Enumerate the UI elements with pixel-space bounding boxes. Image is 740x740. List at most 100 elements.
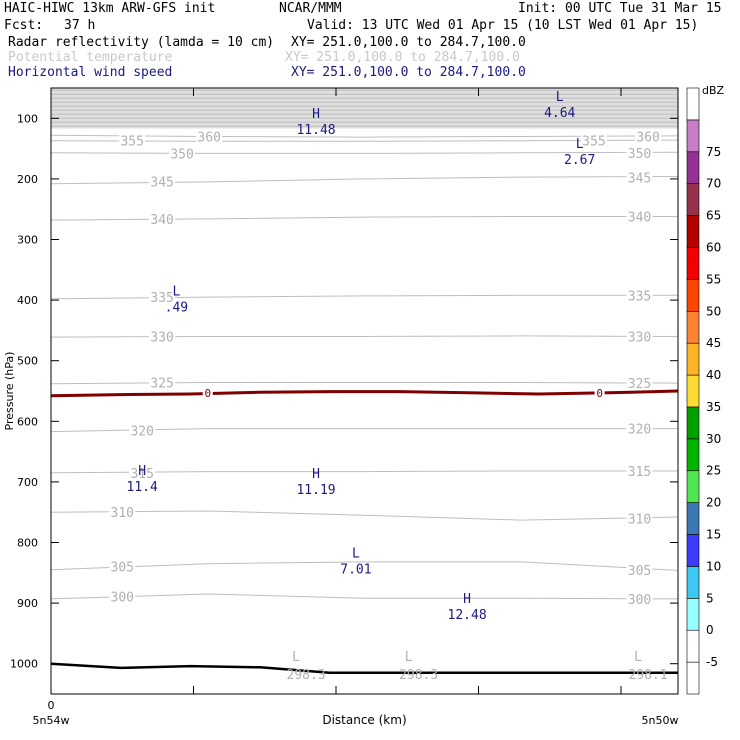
surface-theta-value: 298.1 (629, 668, 668, 683)
surface-theta-letter: L (405, 650, 413, 665)
field-3-xy: XY= 251.0,100.0 to 284.7,100.0 (291, 65, 526, 80)
colorbar-swatch (686, 566, 700, 599)
colorbar-label: 75 (706, 145, 721, 159)
wind-extremum-letter: L (576, 137, 584, 152)
x-axis-title: Distance (km) (322, 713, 406, 727)
valid-time: Valid: 13 UTC Wed 01 Apr 15 (10 LST Wed … (307, 18, 699, 33)
freezing-level-label: 0 (204, 387, 211, 400)
theta-contour-320 (50, 428, 678, 433)
theta-label-mask (626, 145, 653, 160)
x-left-endpoint-label: 5n54w (33, 714, 70, 727)
theta-contour-355 (50, 139, 679, 142)
theta-label: 360 (197, 130, 220, 145)
theta-contour-305 (50, 561, 679, 571)
colorbar-swatch (686, 215, 700, 248)
colorbar-swatch (686, 119, 700, 153)
x-start-label: 0 (48, 699, 55, 712)
theta-label-mask (626, 562, 653, 577)
colorbar-label: 20 (706, 496, 721, 510)
theta-label: 330 (150, 330, 173, 345)
theta-contour-340 (50, 216, 678, 221)
theta-label-mask (626, 463, 653, 478)
theta-label-mask (149, 211, 176, 226)
y-tick-label: 600 (17, 415, 38, 428)
theta-label: 345 (150, 175, 173, 190)
theta-label-mask (169, 146, 196, 161)
wind-extremum-letter: H (463, 592, 471, 607)
colorbar-label: 15 (706, 528, 721, 542)
y-tick-label: 300 (17, 234, 38, 247)
theta-label: 350 (628, 147, 651, 162)
theta-contour-350 (50, 151, 679, 154)
colorbar-swatch (686, 87, 700, 121)
theta-label-mask (626, 209, 653, 224)
theta-label: 345 (628, 172, 651, 187)
colorbar-swatch (686, 342, 700, 376)
wind-extremum-letter: H (138, 464, 146, 479)
theta-label: 325 (150, 377, 173, 392)
y-tick-label: 100 (17, 112, 38, 125)
theta-label: 355 (582, 135, 605, 150)
wind-extremum-value: 11.4 (127, 480, 158, 495)
fcst-label: Fcst: (4, 18, 44, 33)
surface-theta-letter: L (292, 650, 300, 665)
colorbar-swatch (686, 310, 700, 344)
terrain-line (50, 662, 678, 675)
theta-label-mask (129, 465, 156, 480)
theta-label: 300 (628, 593, 651, 608)
colorbar-swatch (686, 151, 700, 184)
colorbar-swatch (686, 661, 700, 695)
theta-label-mask (119, 133, 146, 148)
wind-extremum-letter: L (556, 90, 564, 105)
field-3-name: Horizontal wind speed (8, 65, 173, 80)
theta-label: 355 (120, 135, 143, 150)
theta-label-mask (626, 376, 653, 391)
theta-label-mask (149, 174, 176, 189)
theta-label-mask (149, 290, 176, 305)
theta-contour-330 (50, 335, 679, 338)
theta-label: 350 (170, 147, 193, 162)
colorbar-swatch (686, 183, 700, 216)
colorbar-swatch (686, 502, 700, 535)
theta-contour-300 (50, 593, 679, 600)
colorbar-label: 10 (706, 559, 721, 573)
theta-label: 310 (628, 512, 651, 527)
theta-contour-335 (50, 294, 678, 300)
field-2-name: Potential temperature (8, 50, 173, 65)
y-tick-label: 900 (17, 597, 38, 610)
theta-label: 340 (150, 213, 173, 228)
theta-label-mask (626, 288, 653, 303)
theta-label: 315 (130, 467, 153, 482)
theta-label-mask (149, 329, 176, 344)
fcst-value: 37 h (64, 18, 96, 33)
theta-label: 305 (111, 561, 134, 576)
wind-extremum-value: 2.67 (564, 153, 595, 168)
theta-label-mask (109, 559, 136, 574)
wind-extremum-letter: L (172, 285, 180, 300)
freezing-label-mask (202, 386, 213, 399)
wind-extremum-value: 11.48 (296, 123, 335, 138)
x-right-endpoint-label: 5n50w (642, 714, 679, 727)
field-1-name: Radar reflectivity (lamda = 10 cm) (8, 35, 275, 50)
theta-label: 310 (111, 506, 134, 521)
theta-contour-360 (50, 134, 679, 138)
theta-label: 325 (628, 377, 651, 392)
wind-extremum-letter: L (352, 546, 360, 561)
wind-extremum-letter: H (312, 107, 320, 122)
field-1-xy: XY= 251.0,100.0 to 284.7,100.0 (291, 35, 526, 50)
theta-contour-315 (50, 470, 678, 474)
colorbar-label: 30 (706, 432, 721, 446)
colorbar-swatch (686, 534, 700, 567)
surface-theta-value: 298.3 (399, 668, 438, 683)
theta-label: 330 (628, 330, 651, 345)
theta-label: 320 (628, 423, 651, 438)
plot-frame (50, 87, 679, 695)
colorbar-swatch (686, 406, 700, 440)
y-tick-label: 1000 (10, 658, 38, 671)
colorbar-unit: dBZ (702, 84, 725, 97)
wind-extremum-value: .49 (165, 301, 188, 316)
colorbar-swatch (686, 374, 700, 408)
y-tick-label: 500 (17, 355, 38, 368)
freezing-label-mask (594, 386, 605, 399)
theta-label-mask (109, 589, 136, 604)
